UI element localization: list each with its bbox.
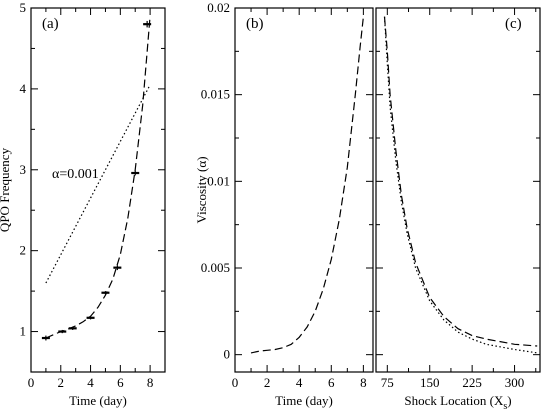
x-tick-label: 6 (328, 375, 335, 390)
x-axis-title: Time (day) (69, 393, 127, 408)
y-tick-label: 1 (20, 324, 27, 339)
y-tick-label: 0.01 (207, 173, 230, 188)
y-tick-label: 2 (20, 243, 27, 258)
series-line-dashed (45, 16, 151, 339)
y-axis-title: Viscosity (α) (194, 156, 209, 223)
series-line-dashed (250, 16, 364, 354)
y-tick-label: 0.015 (201, 87, 230, 102)
panel-label: (a) (42, 16, 59, 32)
plot-frame (375, 7, 541, 373)
x-tick-label: 8 (147, 375, 154, 390)
x-axis-title-text: Time (day) (69, 393, 127, 408)
x-axis-title-text: Shock Location (X (404, 393, 504, 408)
panel-label: (c) (505, 16, 522, 32)
y-tick-label: 5 (20, 0, 27, 15)
panel-a: 0 2 4 6 8 1 2 3 4 5 (a) Time (day) QPO Frequency α=0.… (0, 0, 166, 408)
plot-frame (30, 7, 166, 373)
x-axis-title-close: ) (507, 393, 511, 408)
x-tick-label: 225 (462, 375, 482, 390)
y-tick-label: 4 (20, 81, 27, 96)
x-tick-label: 150 (420, 375, 440, 390)
y-tick-label: 0 (224, 347, 231, 362)
y-axis-title: QPO Frequency (0, 147, 12, 232)
x-axis-title-text: Time (day) (275, 393, 333, 408)
x-axis-title: Shock Location (Xs) (404, 393, 511, 410)
panel-c: 75 150 225 300 (c) Shock Location (Xs) (375, 7, 541, 410)
series-line-dotted (45, 84, 151, 284)
x-tick-label: 300 (505, 375, 525, 390)
x-tick-label: 4 (87, 375, 94, 390)
x-axis-title-subscript: s (503, 401, 507, 410)
x-tick-label: 2 (264, 375, 271, 390)
x-tick-label: 4 (296, 375, 303, 390)
x-tick-label: 0 (232, 375, 239, 390)
x-tick-label: 75 (381, 375, 394, 390)
series-line-dashed (383, 16, 538, 347)
x-axis-title: Time (day) (275, 393, 333, 408)
x-tick-label: 8 (360, 375, 367, 390)
x-tick-label: 2 (58, 375, 65, 390)
y-tick-label: 3 (20, 162, 27, 177)
alpha-annotation: α=0.001 (52, 167, 99, 182)
panel-b: 0 2 4 6 8 0 0.005 0.01 0.015 0.02 (b) Time (day) Vis… (194, 0, 374, 408)
x-tick-label: 0 (28, 375, 35, 390)
plot-frame (234, 7, 374, 373)
y-tick-label: 0.02 (207, 0, 230, 15)
x-tick-label: 6 (117, 375, 124, 390)
y-tick-label: 0.005 (201, 260, 230, 275)
series-line-dotted (383, 16, 538, 354)
panel-label: (b) (246, 16, 264, 32)
